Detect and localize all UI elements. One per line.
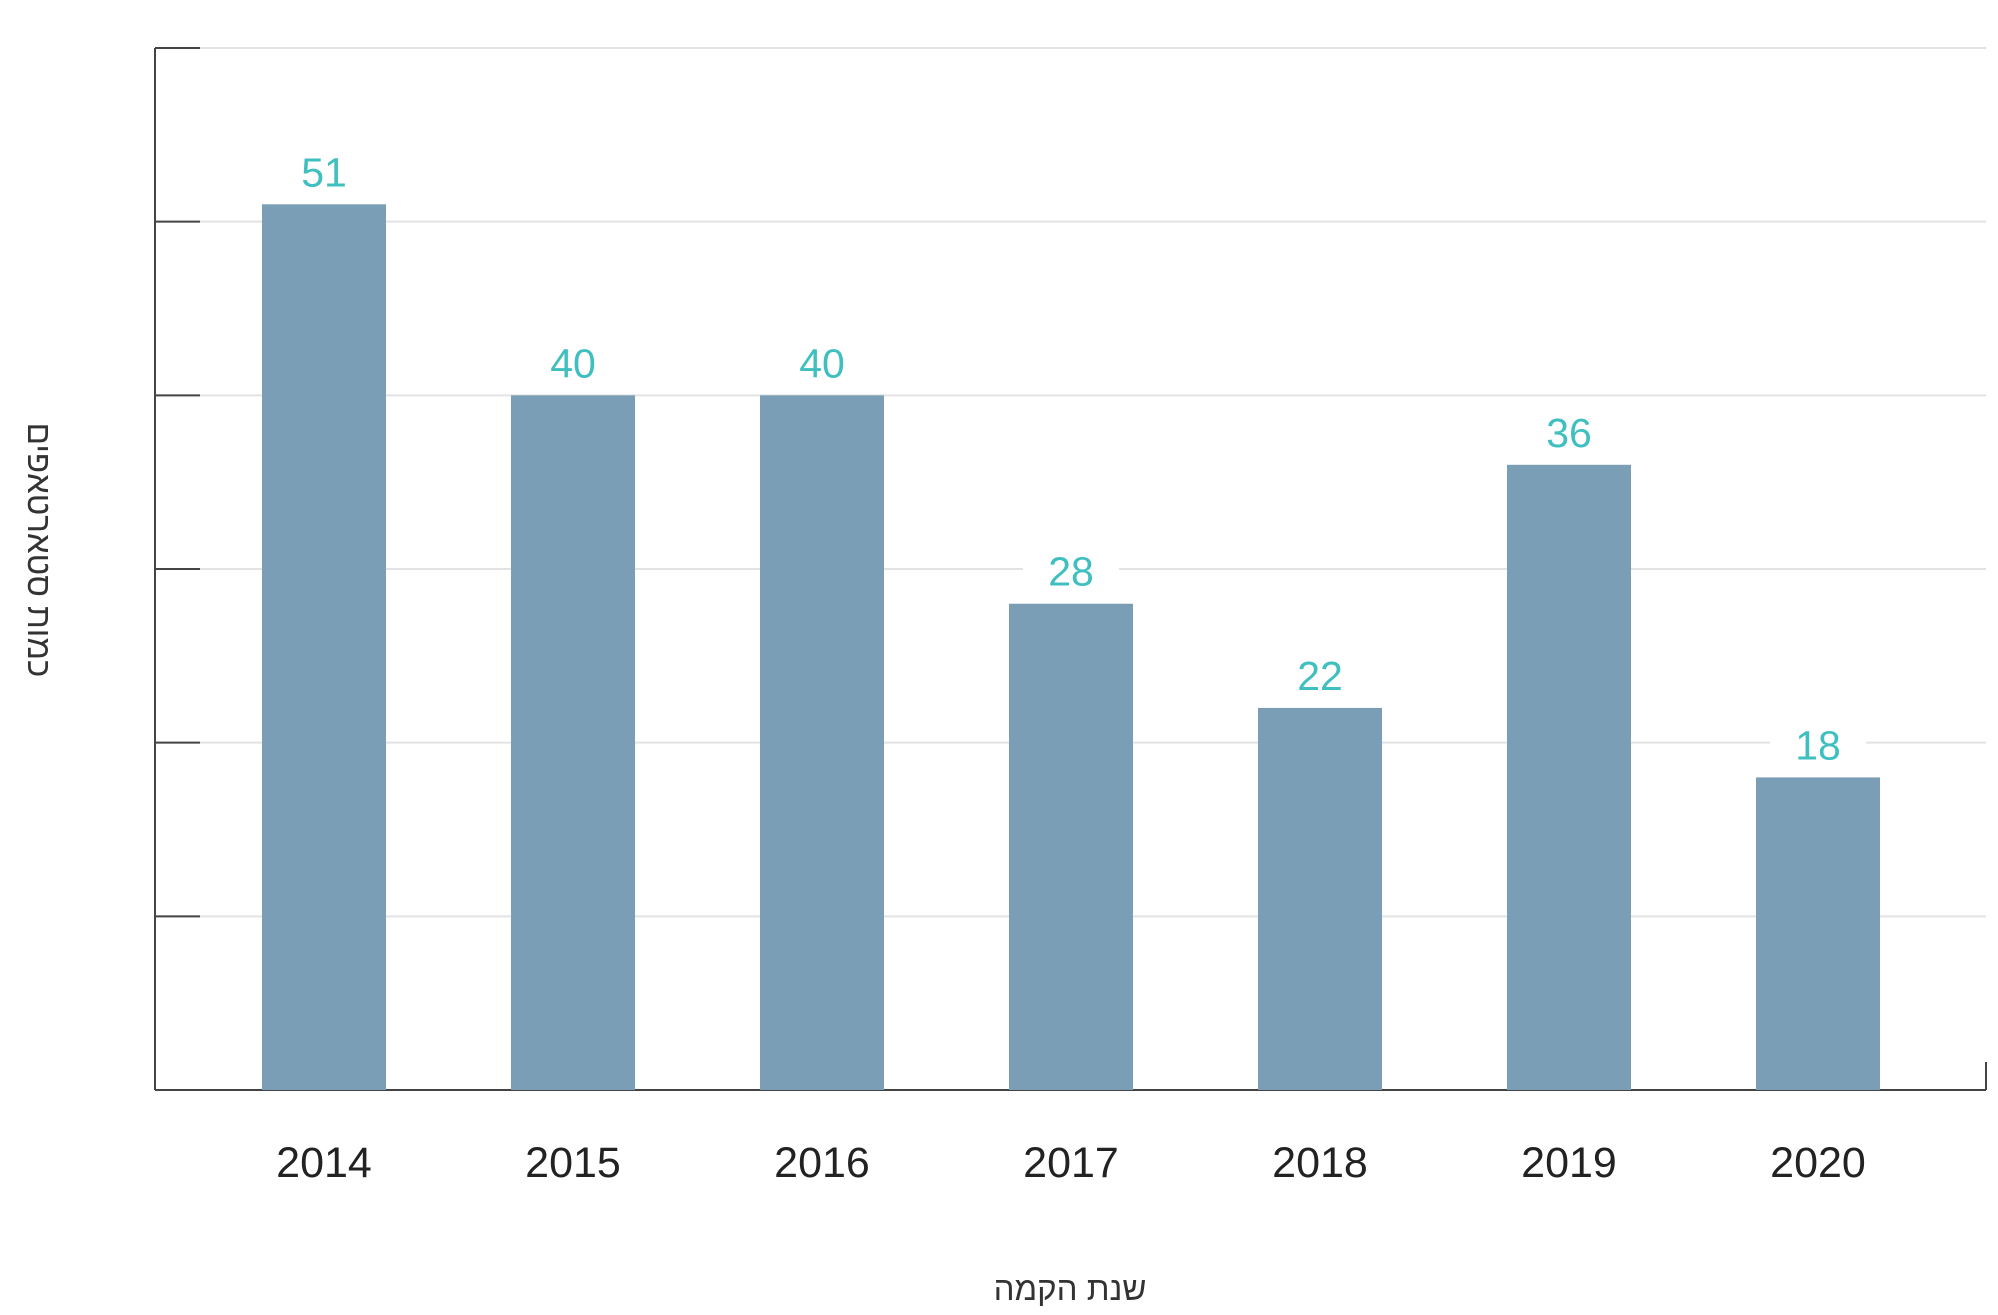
value-label-bg: [1023, 545, 1119, 596]
x-tick-label-2020: 2020: [1770, 1139, 1866, 1187]
value-label-2014: 51: [301, 149, 347, 195]
value-label-2019: 36: [1546, 410, 1592, 456]
bar-2015: [511, 395, 635, 1090]
bar-2016: [760, 395, 884, 1090]
value-label-2016: 40: [799, 340, 845, 386]
x-tick-label-2014: 2014: [276, 1139, 372, 1187]
x-tick-label-2017: 2017: [1023, 1139, 1119, 1187]
bar-2019: [1507, 464, 1631, 1090]
x-tick-label-2016: 2016: [774, 1139, 870, 1187]
bar-2014: [262, 204, 386, 1091]
x-tick-label-2018: 2018: [1272, 1139, 1368, 1187]
value-label-bg: [1272, 649, 1368, 700]
value-labels: 51 40 40 28 22 36 18: [276, 146, 1866, 770]
value-label-bg: [276, 146, 372, 197]
value-label-2020: 18: [1795, 722, 1841, 768]
bar-2018: [1258, 707, 1382, 1090]
value-label-2018: 22: [1297, 653, 1343, 699]
value-label-2017: 28: [1048, 549, 1094, 595]
bar-2017: [1009, 603, 1133, 1090]
value-label-bg: [774, 337, 870, 388]
x-axis-title: שנת הקמה: [994, 1270, 1147, 1307]
category-labels: 2014 2015 2016 2017 2018 2019 2020: [276, 1139, 1866, 1187]
x-tick-label-2015: 2015: [525, 1139, 621, 1187]
bar-2020: [1756, 777, 1880, 1090]
x-tick-label-2019: 2019: [1521, 1139, 1617, 1187]
value-label-bg: [1521, 406, 1617, 457]
bars: [262, 204, 1880, 1091]
y-axis-title: כמות סטארטאפים: [21, 423, 58, 678]
value-label-bg: [525, 337, 621, 388]
value-label-bg: [1770, 719, 1866, 770]
value-label-2015: 40: [550, 340, 596, 386]
